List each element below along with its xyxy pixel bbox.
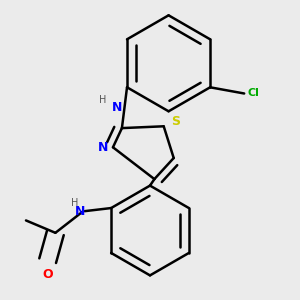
Text: Cl: Cl (247, 88, 259, 98)
Text: H: H (71, 198, 79, 208)
Text: O: O (42, 268, 53, 281)
Text: N: N (74, 205, 85, 218)
Text: N: N (98, 141, 108, 154)
Text: S: S (171, 115, 180, 128)
Text: N: N (112, 101, 122, 114)
Text: H: H (99, 94, 106, 105)
